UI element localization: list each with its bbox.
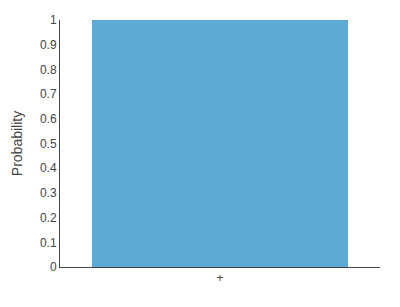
svg-text:0.3: 0.3 (40, 186, 57, 200)
svg-text:0.9: 0.9 (40, 38, 57, 52)
svg-text:0.1: 0.1 (40, 236, 57, 250)
svg-text:0.2: 0.2 (40, 211, 57, 225)
svg-text:0.4: 0.4 (40, 161, 57, 175)
svg-text:0: 0 (50, 260, 57, 274)
svg-text:1: 1 (50, 13, 57, 27)
svg-text:+: + (216, 271, 223, 285)
svg-text:Probability: Probability (9, 111, 25, 176)
svg-text:0.7: 0.7 (40, 87, 57, 101)
svg-text:0.8: 0.8 (40, 63, 57, 77)
svg-text:0.5: 0.5 (40, 137, 57, 151)
svg-text:0.6: 0.6 (40, 112, 57, 126)
